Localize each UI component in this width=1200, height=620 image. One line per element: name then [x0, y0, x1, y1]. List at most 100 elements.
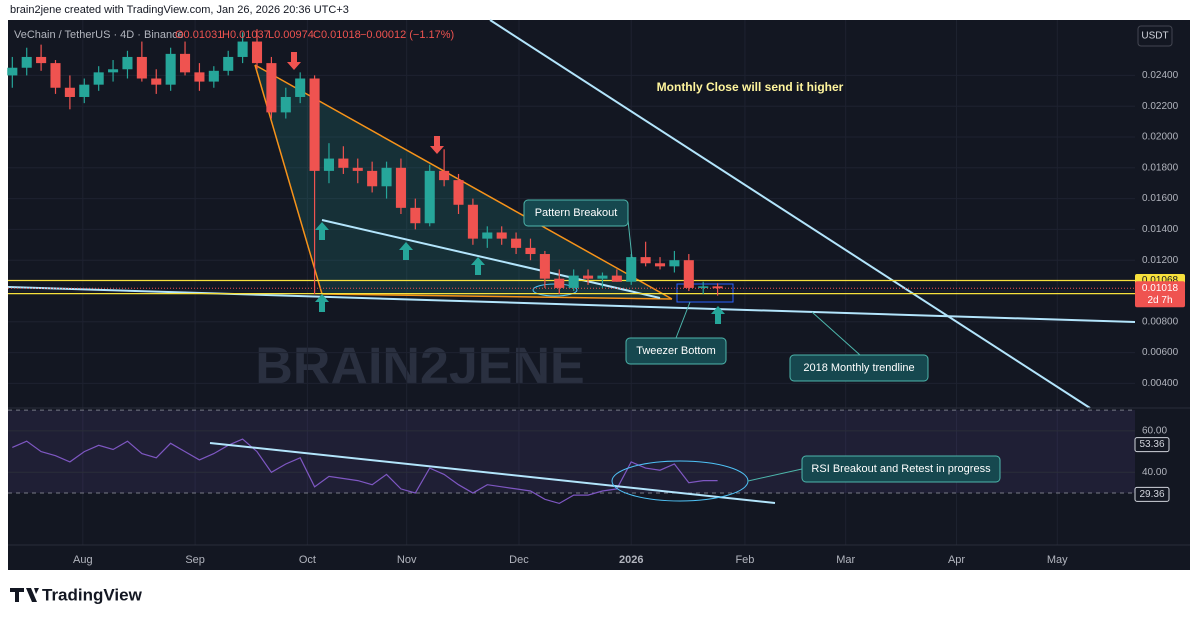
arrow-up [315, 222, 329, 240]
x-tick-label: Aug [73, 554, 93, 566]
y-tick-label: 0.02000 [1142, 132, 1179, 143]
arrow-up [315, 294, 329, 312]
x-tick-label: Feb [735, 554, 754, 566]
candle-body [597, 275, 608, 279]
currency: USDT [1141, 31, 1168, 42]
candle-body [136, 56, 147, 79]
candle-body [223, 56, 234, 71]
candle-body [21, 56, 32, 68]
candle-body [7, 67, 18, 76]
candle-body [108, 69, 119, 73]
candle-body [208, 70, 219, 82]
callout [747, 468, 803, 482]
candle-body [395, 167, 406, 208]
annotation-box [801, 455, 1001, 483]
y-tick-label: 0.02400 [1142, 70, 1179, 81]
candle-body [338, 158, 349, 168]
candle-body [251, 41, 263, 64]
y-tick-label: 0.00600 [1142, 347, 1179, 358]
annotation: Pattern Breakout [535, 207, 618, 219]
candle-body [424, 170, 435, 224]
callout [675, 301, 691, 339]
candle-body [482, 232, 493, 239]
candle-body [237, 41, 248, 57]
candle-body [669, 260, 680, 267]
candle-body [165, 53, 176, 85]
candle-body [93, 72, 104, 85]
pattern-line [321, 293, 673, 300]
candle-body [640, 257, 651, 264]
candle-body [554, 278, 565, 288]
candle-body [280, 96, 291, 113]
rsi-line [12, 438, 718, 505]
candle-body [367, 170, 378, 187]
x-tick-label: Dec [509, 554, 529, 566]
callout [811, 311, 861, 356]
ohlc: L0.00974 [268, 29, 314, 41]
arrow-up [471, 257, 485, 275]
arrows [287, 52, 725, 324]
rsi-tick-label: 40.00 [1142, 467, 1167, 478]
ohlc: C0.01018 [313, 29, 361, 41]
trend-line [321, 219, 661, 299]
arrow-down [430, 136, 444, 154]
pattern-line [254, 64, 323, 295]
candle-body [712, 286, 723, 289]
y-tick-label: 0.00800 [1142, 316, 1179, 327]
candle-body [611, 275, 622, 282]
candle-body [654, 263, 666, 267]
candle-body [122, 56, 133, 70]
ohlc: H0.01037 [222, 29, 270, 41]
candle-body [698, 286, 709, 288]
y-tick-label: 0.00400 [1142, 378, 1179, 389]
annotation: RSI Breakout and Retest in progress [811, 463, 991, 475]
rsi-label-bg [1134, 437, 1170, 453]
ohlc: −0.00012 (−1.17%) [360, 29, 454, 41]
price-label: 0.01018 [1142, 283, 1179, 294]
candle-body [295, 78, 306, 97]
y-tick-label: 0.01600 [1142, 193, 1179, 204]
credit: brain2jene created with TradingView.com,… [10, 4, 349, 16]
x-tick-label: Nov [397, 554, 417, 566]
y-tick-label: 0.01200 [1142, 255, 1179, 266]
price-label: 0.01068 [1142, 275, 1179, 286]
candle-body [309, 78, 320, 171]
candle-body [539, 254, 550, 279]
y-tick-label: 0.01800 [1142, 162, 1179, 173]
annotation-box [789, 354, 929, 382]
candle-body [496, 232, 507, 239]
candle-body [381, 167, 392, 187]
y-tick-label: 0.01400 [1142, 224, 1179, 235]
annotations: Monthly Close will send it higher Patter… [523, 80, 929, 382]
price-label-bg [1135, 281, 1185, 308]
rsi-label: 53.36 [1139, 439, 1164, 450]
brand-logo [10, 588, 39, 602]
candle-body [64, 87, 75, 97]
x-tick-label: May [1047, 554, 1068, 566]
candle-body [151, 78, 162, 85]
brand: TradingView [10, 585, 143, 604]
annotation: Monthly Close will send it higher [657, 80, 844, 94]
watermark: BRAIN2JENE [255, 338, 584, 396]
x-tick-label: Mar [836, 554, 855, 566]
candle-body [511, 238, 522, 248]
currency-button[interactable] [1137, 25, 1173, 47]
candles [7, 29, 723, 296]
rsi-drawings: RSI Breakout and Retest in progress [209, 442, 1001, 504]
rsi-label-bg [1134, 486, 1170, 502]
brand-name: TradingView [42, 585, 143, 604]
candle-body [583, 275, 594, 279]
candle-body [323, 158, 335, 171]
annotation-box [625, 337, 727, 365]
y-tick-label: 0.02200 [1142, 101, 1179, 112]
trend-line [209, 442, 776, 504]
candle-body [525, 247, 536, 255]
candle-body [683, 260, 694, 288]
candle-body [568, 275, 579, 288]
candle-body [194, 72, 205, 82]
countdown: 2d 7h [1147, 295, 1172, 306]
candle-body [50, 63, 61, 88]
candle-body [79, 84, 90, 97]
annotation-box [523, 199, 629, 227]
